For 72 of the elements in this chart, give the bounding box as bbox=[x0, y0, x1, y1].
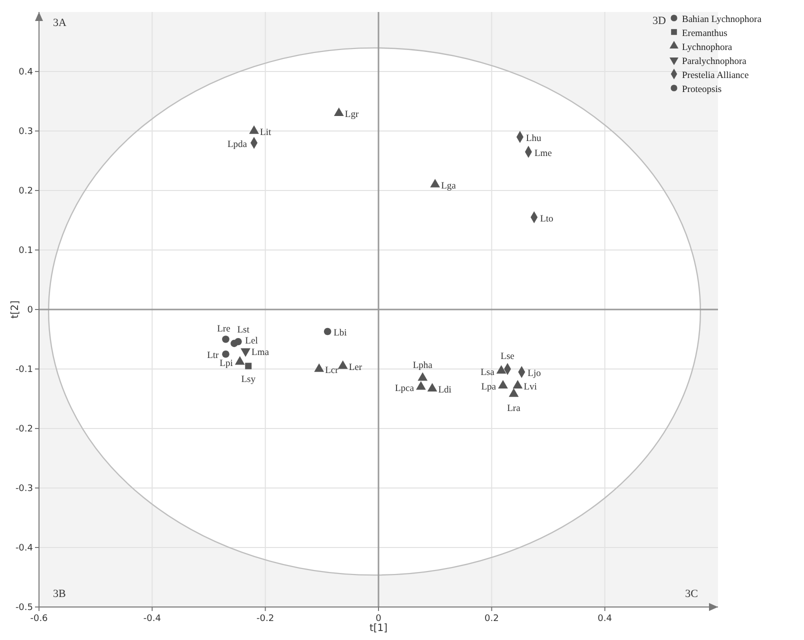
annotation: Lit bbox=[260, 128, 272, 138]
annotation: Lme bbox=[534, 148, 552, 159]
point bbox=[416, 381, 426, 390]
annotation: Lga bbox=[441, 182, 457, 192]
point bbox=[418, 372, 428, 381]
y-tick-label: 0.1 bbox=[18, 246, 33, 256]
point bbox=[234, 338, 242, 346]
y-tick-label: 0.4 bbox=[18, 68, 34, 78]
point bbox=[314, 363, 324, 372]
annotation: Lcr bbox=[325, 366, 340, 376]
point bbox=[222, 336, 230, 343]
annotation: Lpda bbox=[227, 140, 248, 150]
y-tick-label: -0.1 bbox=[15, 365, 33, 375]
x-axis-title: t[1] bbox=[369, 623, 388, 634]
legend-label: Eremanthus bbox=[682, 29, 728, 39]
annotation: Lpca bbox=[394, 384, 415, 394]
annotation: Lsy bbox=[241, 375, 256, 386]
legend-label: Lychnophora bbox=[682, 43, 733, 53]
annotation: Lsa bbox=[480, 368, 496, 378]
annotation: 3B bbox=[53, 588, 66, 600]
annotation: Lst bbox=[237, 325, 250, 336]
y-tick-label: -0.3 bbox=[15, 484, 33, 494]
x-tick-label: -0.4 bbox=[143, 614, 162, 624]
legend-label: Bahian Lychnophora bbox=[682, 15, 762, 25]
annotation: Lbi bbox=[334, 328, 348, 339]
annotation: Lra bbox=[507, 404, 522, 414]
annotation: Ljo bbox=[528, 368, 542, 379]
y-tick-label: -0.5 bbox=[15, 603, 33, 613]
annotation: Lpi bbox=[220, 358, 234, 369]
point bbox=[498, 380, 508, 389]
point bbox=[508, 388, 519, 397]
y-tick-label: -0.4 bbox=[15, 544, 34, 554]
annotation: Lgr bbox=[344, 110, 360, 120]
point bbox=[496, 365, 506, 374]
point bbox=[338, 360, 348, 369]
y-tick-label: -0.2 bbox=[15, 424, 33, 434]
legend-label: Prestelia Alliance bbox=[682, 71, 749, 81]
point bbox=[245, 362, 252, 370]
x-tick-label: -0.2 bbox=[256, 614, 274, 624]
y-tick-label: 0 bbox=[27, 306, 34, 316]
y-tick-label: 0.2 bbox=[18, 186, 33, 196]
point bbox=[234, 356, 245, 365]
annotation: Ldi bbox=[438, 386, 452, 396]
x-tick-label: -0.6 bbox=[30, 614, 48, 624]
annotation: Lse bbox=[500, 352, 514, 362]
annotation: Lpa bbox=[481, 382, 497, 393]
annotation: 3A bbox=[53, 17, 66, 29]
annotation: Lhu bbox=[526, 134, 542, 144]
x-tick-label: 0.2 bbox=[484, 614, 499, 624]
point bbox=[512, 380, 523, 389]
annotation: Lma bbox=[252, 348, 270, 358]
annotation: 3D bbox=[652, 15, 666, 27]
legend-label: Paralychnophora bbox=[682, 57, 748, 67]
point bbox=[427, 382, 438, 392]
x-tick-label: 0.4 bbox=[598, 614, 612, 624]
annotation: Lre bbox=[217, 324, 230, 334]
point bbox=[334, 107, 344, 116]
annotation: Lvi bbox=[524, 382, 538, 393]
legend-label: Proteopsis bbox=[682, 85, 722, 95]
x-tick-label: 0 bbox=[376, 614, 382, 624]
point bbox=[249, 125, 259, 134]
annotation: Ltr bbox=[207, 351, 220, 362]
point bbox=[222, 350, 230, 358]
annotation: Lpha bbox=[412, 360, 434, 371]
annotation: Ler bbox=[348, 363, 363, 374]
point bbox=[430, 178, 440, 188]
annotation: 3C bbox=[685, 588, 698, 600]
y-axis-title: t[2] bbox=[10, 300, 21, 319]
annotation: Lel bbox=[245, 336, 258, 347]
point bbox=[324, 328, 332, 336]
y-tick-label: 0.3 bbox=[18, 127, 33, 137]
annotation: Lto bbox=[540, 214, 554, 224]
